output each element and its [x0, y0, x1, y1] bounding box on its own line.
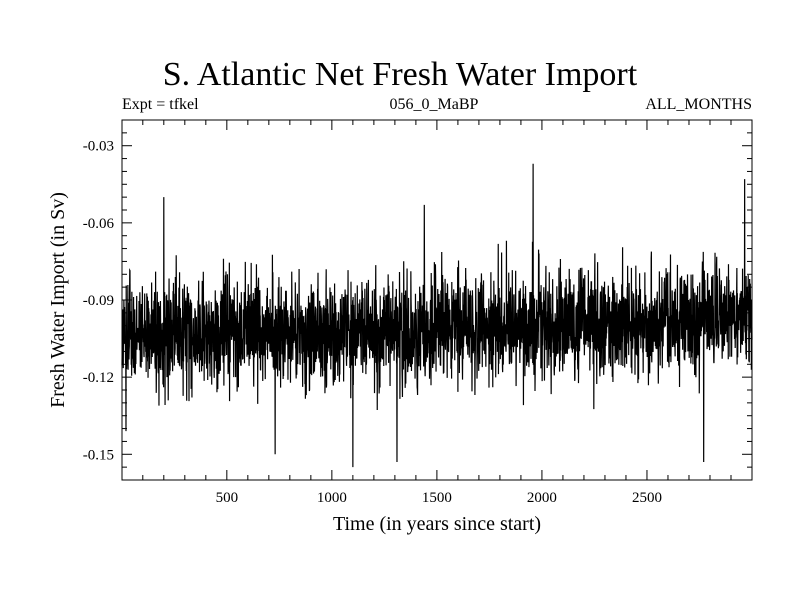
period-label: 056_0_MaBP: [389, 96, 479, 113]
x-tick-label: 2000: [527, 490, 557, 506]
series-line-fresh-water-import: [121, 163, 753, 468]
y-tick-label: -0.09: [83, 293, 114, 309]
y-tick-label: -0.06: [83, 216, 115, 232]
x-axis-label: Time (in years since start): [333, 513, 541, 535]
months-label: ALL_MONTHS: [645, 96, 752, 113]
x-tick-label: 500: [216, 490, 239, 506]
x-tick-label: 1500: [422, 490, 452, 506]
x-tick-label: 2500: [632, 490, 662, 506]
y-tick-label: -0.15: [83, 447, 114, 463]
y-tick-labels: -0.03 -0.06 -0.09 -0.12 -0.15: [83, 139, 115, 464]
x-tick-labels: 500 1000 1500 2000 2500: [216, 490, 662, 506]
plot-frame: [121, 119, 753, 481]
y-tick-label: -0.03: [83, 139, 114, 155]
chart-title: S. Atlantic Net Fresh Water Import: [162, 56, 638, 93]
y-axis-label: Fresh Water Import (in Sv): [47, 192, 69, 408]
y-tick-label: -0.12: [83, 370, 114, 386]
x-tick-label: 1000: [317, 490, 347, 506]
experiment-label: Expt = tfkel: [122, 96, 199, 113]
